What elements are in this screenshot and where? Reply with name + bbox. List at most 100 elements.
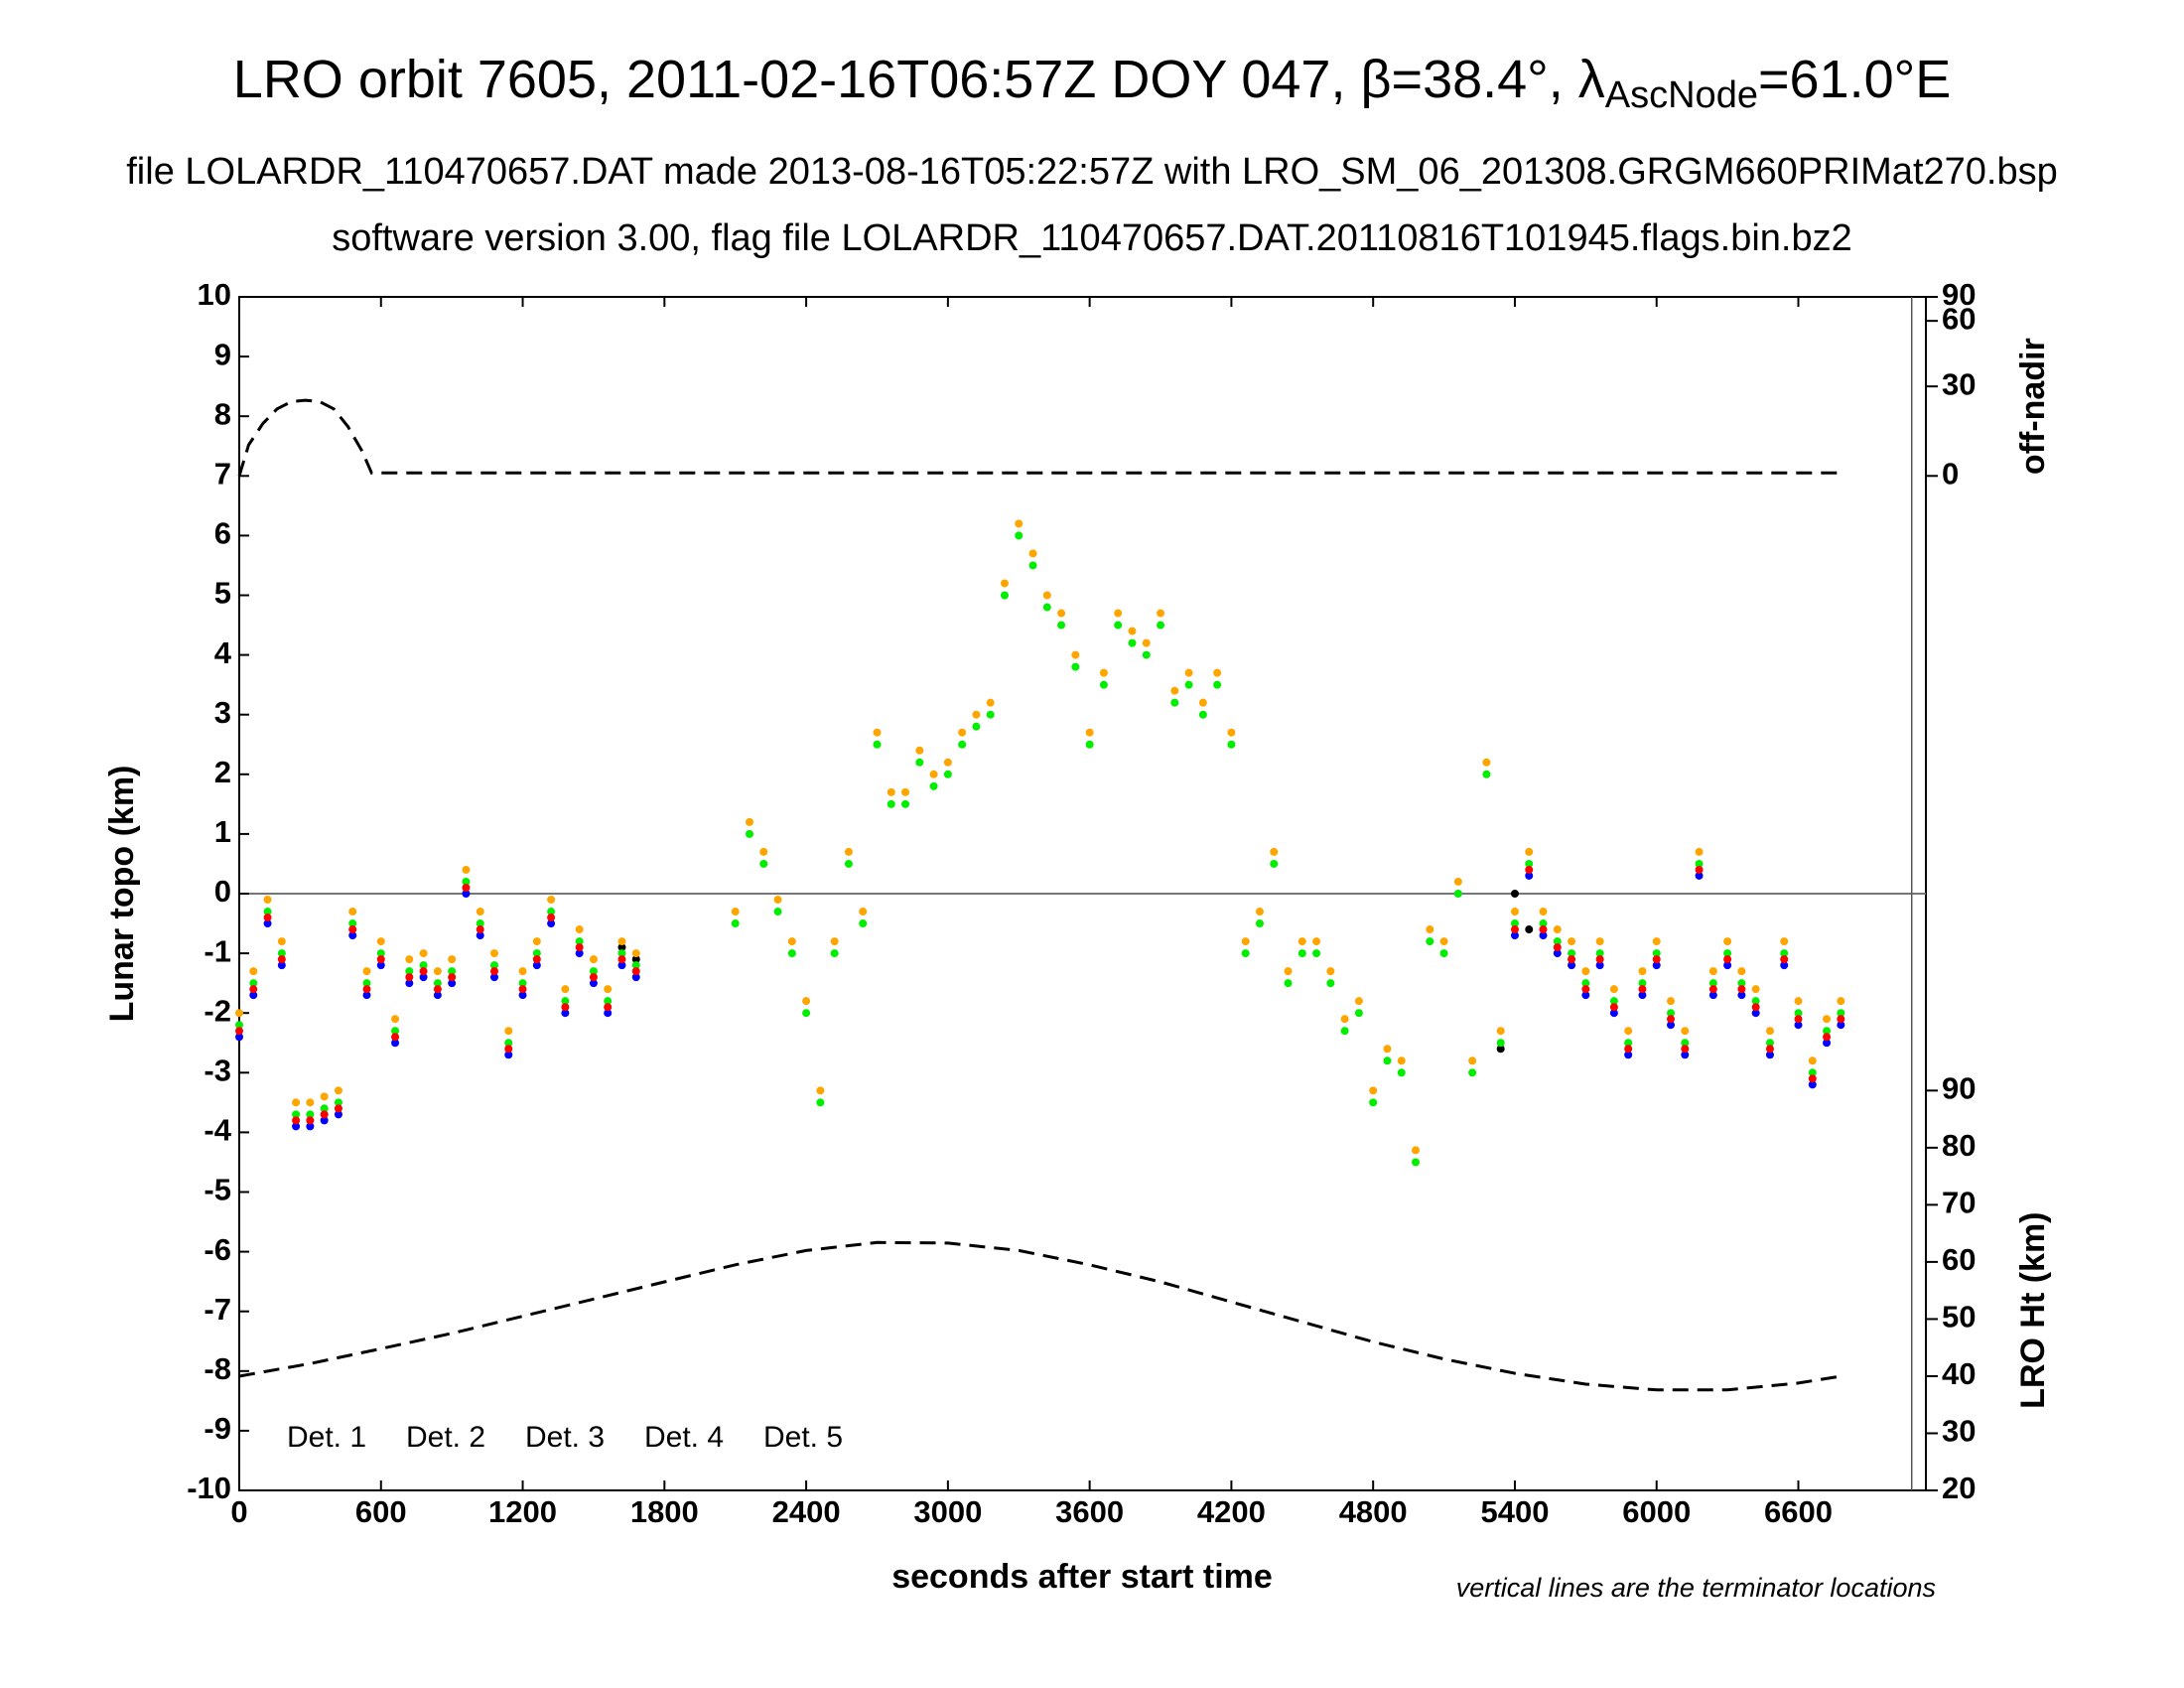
data-point [518, 979, 527, 988]
data-point [334, 1110, 342, 1119]
data-point [1510, 919, 1519, 928]
data-point [1128, 627, 1137, 635]
data-point [1638, 985, 1647, 994]
data-point [958, 728, 967, 737]
data-point [306, 1122, 315, 1131]
data-point [235, 1033, 243, 1042]
data-point [1667, 1021, 1676, 1030]
data-point [1837, 997, 1845, 1006]
data-point [859, 908, 868, 916]
data-point [1510, 890, 1519, 898]
data-point [604, 1003, 613, 1012]
data-point [489, 967, 498, 976]
legend-entry: Det. 3 [525, 1421, 605, 1454]
data-point [532, 937, 541, 946]
data-point [1609, 1009, 1618, 1018]
data-point [1453, 877, 1462, 886]
data-point [263, 908, 272, 916]
legend-entry: Det. 4 [644, 1421, 724, 1454]
y3-tick-label: 90 [1942, 1071, 1976, 1106]
data-point [631, 961, 640, 970]
data-point [1453, 890, 1462, 898]
data-point [1609, 1003, 1618, 1012]
note: vertical lines are the terminator locati… [1456, 1573, 1936, 1603]
data-point [277, 937, 286, 946]
data-point [1823, 1033, 1832, 1042]
y3-axis-label: LRO Ht (km) [2014, 1212, 2052, 1409]
data-point [1765, 1051, 1774, 1059]
data-point [462, 890, 471, 898]
y-tick-label: 4 [214, 635, 232, 670]
data-point [547, 919, 556, 928]
data-point [1808, 1068, 1817, 1077]
data-point [1015, 531, 1024, 540]
data-point [504, 1039, 513, 1048]
y3-tick-label: 30 [1942, 1414, 1976, 1449]
data-point [1241, 937, 1250, 946]
data-point [1765, 1039, 1774, 1048]
data-point [391, 1015, 400, 1024]
data-point [504, 1051, 513, 1059]
data-point [1737, 979, 1746, 988]
off-nadir-curve [237, 398, 1842, 477]
x-tick-label: 3600 [1055, 1494, 1124, 1529]
data-point [1568, 949, 1576, 958]
data-point [1823, 1039, 1832, 1048]
data-point [405, 967, 414, 976]
data-point [1128, 638, 1137, 647]
data-point [1553, 925, 1562, 934]
y-tick-label: 10 [198, 277, 231, 312]
data-point [1114, 609, 1123, 618]
x-tick-label: 2400 [772, 1494, 841, 1529]
data-point [320, 1104, 329, 1113]
data-point [745, 817, 753, 826]
data-point [433, 985, 442, 994]
data-point [1270, 859, 1279, 868]
y-tick-label: -1 [204, 933, 231, 968]
data-point [1595, 937, 1604, 946]
data-point [1681, 1027, 1690, 1036]
data-point [972, 710, 981, 719]
data-point [547, 914, 556, 922]
data-point [376, 961, 385, 970]
data-point [830, 937, 839, 946]
data-point [348, 919, 357, 928]
data-point [405, 973, 414, 982]
data-point [1708, 967, 1717, 976]
data-point [1412, 1146, 1421, 1155]
x-tick-label: 4800 [1339, 1494, 1408, 1529]
data-point [249, 967, 258, 976]
data-point [1042, 591, 1051, 600]
data-point [604, 985, 613, 994]
data-point [1157, 621, 1165, 630]
data-point [1184, 668, 1193, 677]
x-tick-label: 4200 [1197, 1494, 1266, 1529]
data-point [816, 1098, 825, 1107]
data-point [561, 997, 570, 1006]
y3-tick-label: 50 [1942, 1300, 1976, 1335]
data-point [1057, 621, 1066, 630]
data-point [277, 949, 286, 958]
altitude-curve [238, 1240, 1842, 1392]
data-point [1539, 931, 1548, 940]
data-point [1794, 1021, 1803, 1030]
data-point [1595, 949, 1604, 958]
data-point [334, 1086, 342, 1095]
data-point [1780, 949, 1789, 958]
data-point [604, 997, 613, 1006]
data-point [943, 758, 952, 767]
data-point [292, 1098, 301, 1107]
data-point [362, 979, 371, 988]
data-point [631, 973, 640, 982]
data-point [1667, 1009, 1676, 1018]
data-point [1369, 1098, 1378, 1107]
data-point [448, 979, 457, 988]
data-point [320, 1110, 329, 1119]
data-point [589, 973, 598, 982]
data-point [802, 997, 811, 1006]
data-point [1340, 1015, 1349, 1024]
data-point [1198, 698, 1207, 707]
data-point [1297, 937, 1306, 946]
y-axis-label: Lunar topo (km) [103, 766, 141, 1023]
data-point [1751, 985, 1760, 994]
